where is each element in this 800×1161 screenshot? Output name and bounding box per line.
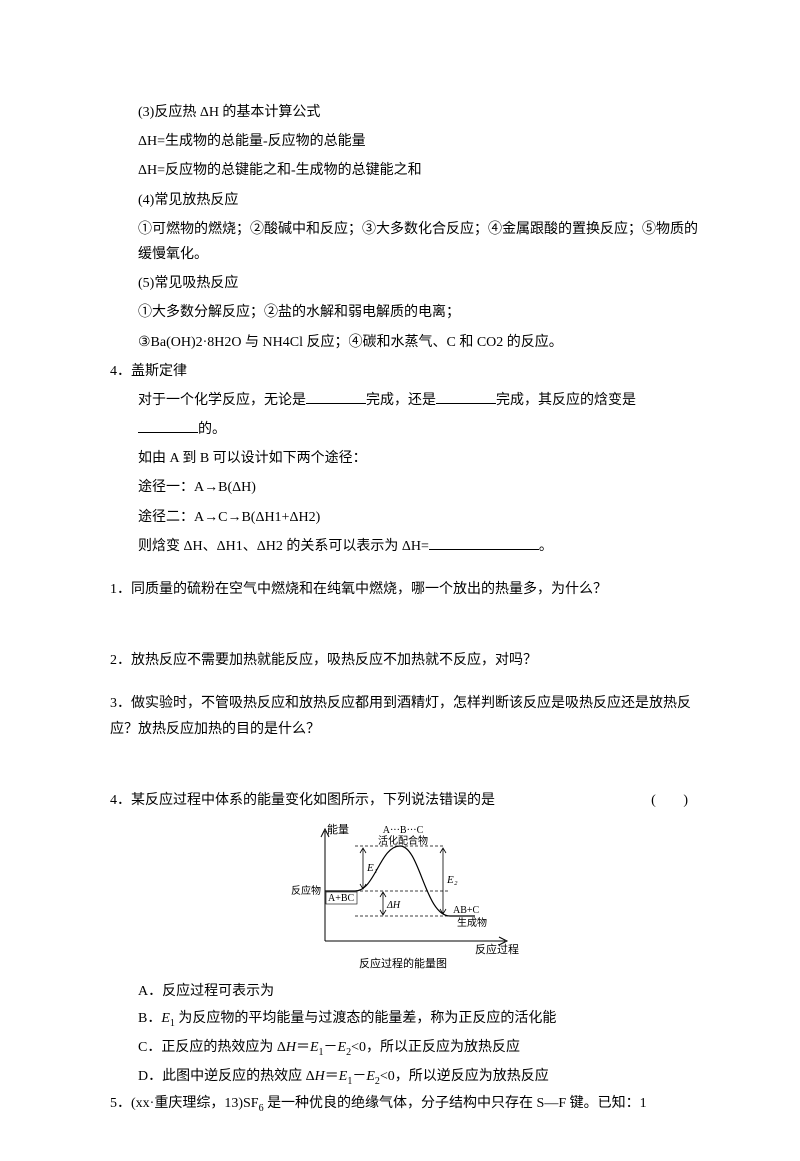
item4-line2: 的。 <box>110 417 700 442</box>
sec-4-line1: ①可燃物的燃烧；②酸碱中和反应；③大多数化合反应；④金属跟酸的置换反应；⑤物质的… <box>110 217 700 267</box>
left-box-label: A+BC <box>328 893 355 904</box>
sec-3-line2: ΔH=反应物的总键能之和-生成物的总键能之和 <box>110 158 700 183</box>
item4-l1c: 完成，其反应的焓变是 <box>496 393 636 408</box>
q4b-pre: B． <box>138 1011 161 1026</box>
x-axis-label: 反应过程 <box>475 942 519 956</box>
energy-diagram-wrap: 能量 反应过程 A···B···C 活化配合物 反应物 A+BC AB+C 生成… <box>110 821 700 971</box>
item4-l2a: 的。 <box>198 422 226 437</box>
q4d-h: H <box>315 1069 325 1084</box>
sec-3-title: (3)反应热 ΔH 的基本计算公式 <box>110 100 700 125</box>
sec-3-line1: ΔH=生成物的总能量-反应物的总能量 <box>110 129 700 154</box>
sec-5-line2: ③Ba(OH)2·8H2O 与 NH4Cl 反应；④碳和水蒸气、C 和 CO2 … <box>110 330 700 355</box>
blank-4 <box>429 535 539 550</box>
question-4-stem: 4．某反应过程中体系的能量变化如图所示，下列说法错误的是 ( ) <box>110 788 700 813</box>
e2-label: E₂ <box>446 874 458 886</box>
item4-l1a: 对于一个化学反应，无论是 <box>138 393 306 408</box>
q4d-pre: D．此图中逆反应的热效应 Δ <box>138 1069 315 1084</box>
q4c-pre: C．正反应的热效应为 Δ <box>138 1040 286 1055</box>
q4c-eq: ＝ <box>296 1040 310 1055</box>
item4-line1: 对于一个化学反应，无论是 完成，还是 完成，其反应的焓变是 <box>110 388 700 413</box>
q4c-post: <0，所以正反应为放热反应 <box>351 1040 520 1055</box>
complex-label-1: A···B···C <box>383 825 424 836</box>
diagram-caption: 反应过程的能量图 <box>359 956 447 970</box>
q4d-e2: E <box>366 1069 375 1084</box>
q5-post: 是一种优良的绝缘气体，分子结构中只存在 S—F 键。已知：1 <box>264 1096 647 1111</box>
q4-paren: ( ) <box>651 788 700 813</box>
q5-pre: 5．(xx·重庆理综，13)SF <box>110 1096 259 1111</box>
item4-l1b: 完成，还是 <box>366 393 436 408</box>
item4-line6: 则焓变 ΔH、ΔH1、ΔH2 的关系可以表示为 ΔH= 。 <box>110 534 700 559</box>
complex-label-2: 活化配合物 <box>378 834 428 847</box>
y-axis-label: 能量 <box>327 822 349 836</box>
product-label: 生成物 <box>457 916 487 929</box>
right-box-label: AB+C <box>453 905 480 916</box>
q4-opt-a: A．反应过程可表示为 <box>110 979 700 1004</box>
item4-l6b: 。 <box>539 539 553 554</box>
q4c-e2: E <box>338 1040 347 1055</box>
item4-line4: 途径一：A→B(ΔH) <box>110 475 700 500</box>
blank-3 <box>138 418 198 433</box>
q4-opt-c: C．正反应的热效应为 ΔH＝E1－E2<0，所以正反应为放热反应 <box>110 1035 700 1062</box>
q4d-post: <0，所以逆反应为放热反应 <box>380 1069 549 1084</box>
item4-l6a: 则焓变 ΔH、ΔH1、ΔH2 的关系可以表示为 ΔH= <box>138 539 429 554</box>
energy-diagram: 能量 反应过程 A···B···C 活化配合物 反应物 A+BC AB+C 生成… <box>275 821 535 971</box>
blank-2 <box>436 389 496 404</box>
blank-1 <box>306 389 366 404</box>
reactant-label: 反应物 <box>291 884 321 897</box>
sec-5-line1: ①大多数分解反应；②盐的水解和弱电解质的电离； <box>110 300 700 325</box>
dh-label: ΔH <box>386 900 401 911</box>
q4c-minus: － <box>324 1040 338 1055</box>
question-3: 3．做实验时，不管吸热反应和放热反应都用到酒精灯，怎样判断该反应是吸热反应还是放… <box>110 691 700 741</box>
q4-stem-text: 4．某反应过程中体系的能量变化如图所示，下列说法错误的是 <box>110 793 495 808</box>
question-5: 5．(xx·重庆理综，13)SF6 是一种优良的绝缘气体，分子结构中只存在 S—… <box>110 1091 700 1118</box>
sec-4-title: (4)常见放热反应 <box>110 188 700 213</box>
q4b-post: 为反应物的平均能量与过渡态的能量差，称为正反应的活化能 <box>175 1011 557 1026</box>
q4b-e1: E <box>161 1011 170 1026</box>
q4d-minus: － <box>352 1069 366 1084</box>
question-1: 1．同质量的硫粉在空气中燃烧和在纯氧中燃烧，哪一个放出的热量多，为什么？ <box>110 577 700 602</box>
item4-line5: 途径二：A→C→B(ΔH1+ΔH2) <box>110 505 700 530</box>
e1-label: E₁ <box>366 862 378 874</box>
item4-title: 4．盖斯定律 <box>110 359 700 384</box>
sec-5-title: (5)常见吸热反应 <box>110 271 700 296</box>
question-2: 2．放热反应不需要加热就能反应，吸热反应不加热就不反应，对吗？ <box>110 648 700 673</box>
q4c-e1: E <box>310 1040 319 1055</box>
q4c-h: H <box>286 1040 296 1055</box>
item4-line3: 如由 A 到 B 可以设计如下两个途径： <box>110 446 700 471</box>
q4-opt-d: D．此图中逆反应的热效应 ΔH＝E1－E2<0，所以逆反应为放热反应 <box>110 1064 700 1091</box>
q4-opt-b: B．E1 为反应物的平均能量与过渡态的能量差，称为正反应的活化能 <box>110 1006 700 1033</box>
q4d-eq: ＝ <box>325 1069 339 1084</box>
